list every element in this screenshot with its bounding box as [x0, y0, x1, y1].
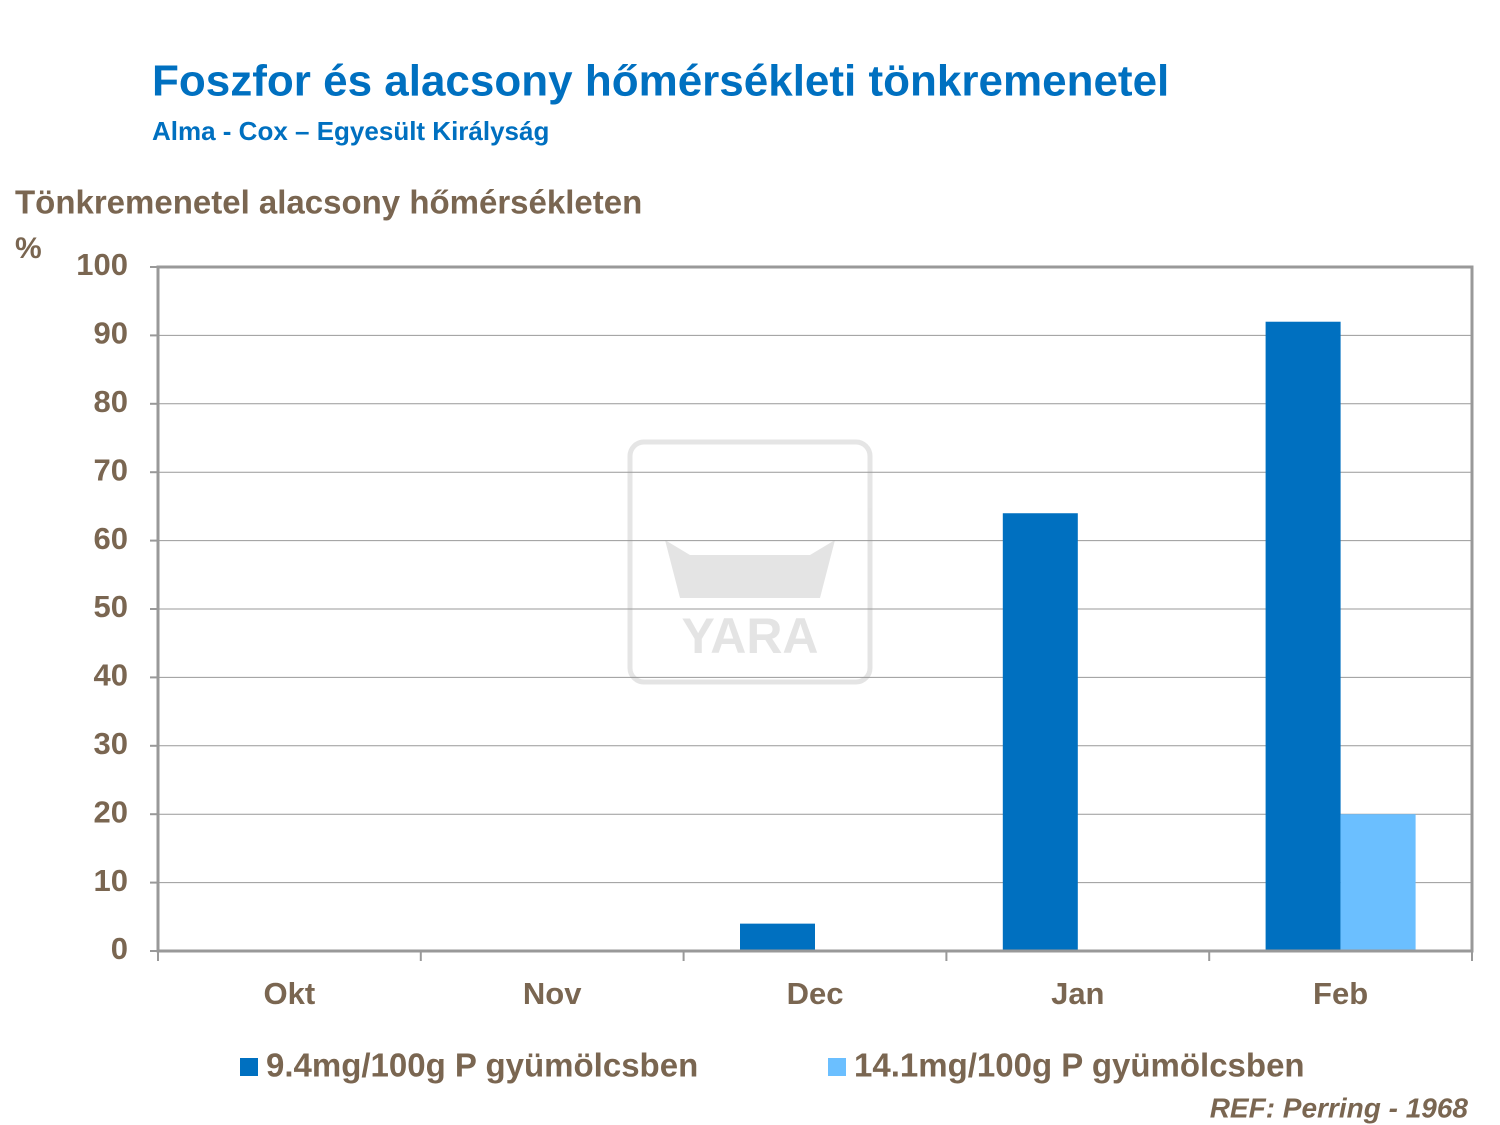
y-axis-label: Tönkremenetel alacsony hőmérsékleten [15, 184, 642, 221]
watermark: YARA [627, 439, 873, 685]
x-tick-label: Okt [264, 976, 316, 1011]
legend-label: 14.1mg/100g P gyümölcsben [854, 1047, 1305, 1084]
watermark-frame [627, 439, 873, 685]
y-tick-label: 10 [94, 863, 128, 898]
y-tick-label: 20 [94, 794, 128, 829]
x-tick-label: Dec [787, 976, 844, 1011]
y-tick-label: 90 [94, 316, 128, 351]
y-tick-label: 30 [94, 726, 128, 761]
legend-label: 9.4mg/100g P gyümölcsben [266, 1047, 698, 1084]
chart-subtitle: Alma - Cox – Egyesült Királyság [152, 116, 549, 146]
x-tick-label: Feb [1313, 976, 1368, 1011]
y-tick-label: 50 [94, 589, 128, 624]
bar [1340, 814, 1416, 951]
y-tick-label: 80 [94, 384, 128, 419]
watermark-ship [665, 540, 835, 598]
watermark-text: YARA [681, 608, 818, 664]
y-tick-label: 60 [94, 521, 128, 556]
bar [740, 923, 815, 951]
y-tick-label: 70 [94, 452, 128, 487]
chart-title: Foszfor és alacsony hőmérsékleti tönkrem… [152, 57, 1169, 106]
legend-swatch [828, 1058, 846, 1076]
bar [1002, 513, 1078, 951]
y-axis-unit: % [15, 232, 42, 265]
x-tick-label: Jan [1051, 976, 1104, 1011]
legend-swatch [240, 1058, 258, 1076]
bar [1265, 321, 1341, 952]
y-tick-label: 100 [76, 247, 128, 282]
note: REF: Perring - 1968 [1210, 1092, 1469, 1123]
y-tick-label: 0 [111, 931, 128, 966]
y-tick-label: 40 [94, 658, 128, 693]
x-tick-label: Nov [523, 976, 582, 1011]
